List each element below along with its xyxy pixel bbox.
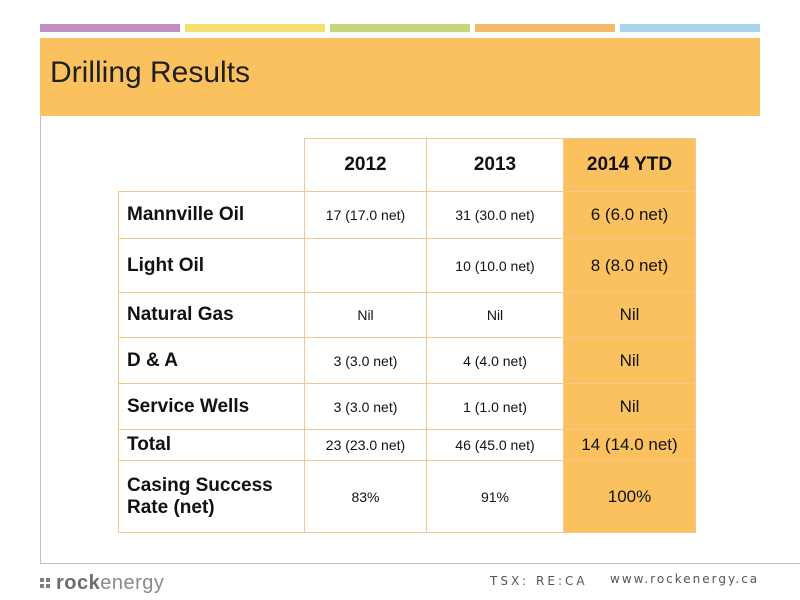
row-label: Service Wells (118, 383, 305, 430)
cell-2013: Nil (426, 292, 564, 338)
cell-2012: 3 (3.0 net) (304, 383, 427, 430)
cell-2012: 3 (3.0 net) (304, 337, 427, 384)
cell-2014-ytd: Nil (563, 337, 696, 384)
row-label: Mannville Oil (118, 191, 305, 239)
cell-2012: 23 (23.0 net) (304, 429, 427, 461)
cell-2014-ytd: 8 (8.0 net) (563, 238, 696, 293)
row-label: Natural Gas (118, 292, 305, 338)
row-label: Casing Success Rate (net) (118, 460, 305, 533)
cell-2013: 91% (426, 460, 564, 533)
cell-2014-ytd: 14 (14.0 net) (563, 429, 696, 461)
ticker-symbol: TSX: RE:CA (490, 574, 588, 588)
table-row: Service Wells 3 (3.0 net) 1 (1.0 net) Ni… (118, 383, 696, 430)
cell-2013: 4 (4.0 net) (426, 337, 564, 384)
header-2013: 2013 (426, 138, 564, 192)
header-2012: 2012 (304, 138, 427, 192)
color-stripe-yellow (185, 24, 325, 32)
company-logo: rock energy (40, 570, 164, 596)
table-row-total: Total 23 (23.0 net) 46 (45.0 net) 14 (14… (118, 429, 696, 461)
cell-2013: 31 (30.0 net) (426, 191, 564, 239)
cell-2014-ytd: Nil (563, 292, 696, 338)
color-stripe-orange (475, 24, 615, 32)
cell-2012: 17 (17.0 net) (304, 191, 427, 239)
row-label: D & A (118, 337, 305, 384)
cell-2012: 83% (304, 460, 427, 533)
cell-2013: 1 (1.0 net) (426, 383, 564, 430)
slide-title: Drilling Results (50, 56, 251, 89)
cell-2014-ytd: 6 (6.0 net) (563, 191, 696, 239)
cell-2012 (304, 238, 427, 293)
color-stripe-blue (620, 24, 760, 32)
row-label: Light Oil (118, 238, 305, 293)
color-stripe-green (330, 24, 470, 32)
cell-2013: 46 (45.0 net) (426, 429, 564, 461)
row-label: Total (118, 429, 305, 461)
header-2014-ytd: 2014 YTD (563, 138, 696, 192)
logo-text-energy: energy (100, 571, 165, 594)
website-url: www.rockenergy.ca (610, 572, 760, 586)
frame-left-line (40, 116, 41, 564)
cell-2014-ytd: 100% (563, 460, 696, 533)
drilling-results-table: 2012 2013 2014 YTD Mannville Oil 17 (17.… (118, 138, 696, 533)
cell-2012: Nil (304, 292, 427, 338)
color-stripe-purple (40, 24, 180, 32)
logo-text-rock: rock (56, 571, 101, 594)
logo-grid-icon (40, 578, 50, 588)
title-bar: Drilling Results (40, 38, 760, 116)
table-row: Mannville Oil 17 (17.0 net) 31 (30.0 net… (118, 191, 696, 239)
table-row: Natural Gas Nil Nil Nil (118, 292, 696, 338)
table-header-row: 2012 2013 2014 YTD (118, 138, 696, 192)
cell-2014-ytd: Nil (563, 383, 696, 430)
cell-2013: 10 (10.0 net) (426, 238, 564, 293)
table-row: Light Oil 10 (10.0 net) 8 (8.0 net) (118, 238, 696, 293)
table-row: D & A 3 (3.0 net) 4 (4.0 net) Nil (118, 337, 696, 384)
frame-bottom-line (40, 563, 800, 564)
header-empty-cell (118, 138, 305, 192)
table-row: Casing Success Rate (net) 83% 91% 100% (118, 460, 696, 533)
